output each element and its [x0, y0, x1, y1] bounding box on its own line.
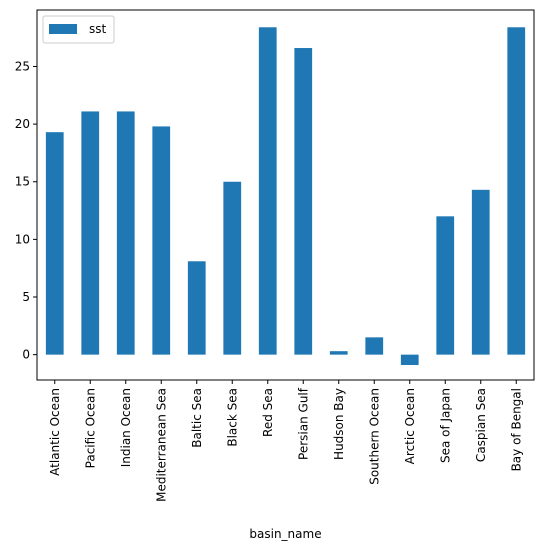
bar: [507, 27, 526, 355]
x-tick-label: Persian Gulf: [296, 387, 310, 460]
bar: [223, 181, 242, 355]
x-tick-label: Indian Ocean: [119, 388, 133, 467]
y-tick-label: 5: [22, 290, 30, 304]
y-tick-label: 25: [15, 59, 30, 73]
x-tick-label: Baltic Sea: [190, 388, 204, 448]
x-tick-label: Red Sea: [261, 388, 275, 437]
x-tick-label: Sea of Japan: [438, 388, 452, 463]
plot-frame: [36, 9, 535, 381]
x-tick-label: Pacific Ocean: [83, 388, 97, 468]
bar: [294, 48, 313, 355]
y-tick-label: 15: [15, 175, 30, 189]
bar: [152, 126, 171, 355]
y-tick-label: 10: [15, 232, 30, 246]
x-tick-label: Arctic Ocean: [403, 388, 417, 464]
legend: sst: [42, 15, 115, 44]
bar: [258, 27, 277, 355]
y-tick-label: 20: [15, 117, 30, 131]
bar: [365, 337, 384, 355]
x-tick-label: Bay of Bengal: [509, 388, 523, 471]
x-tick-label: Atlantic Ocean: [48, 388, 62, 476]
bar: [81, 111, 100, 355]
x-tick-label: Mediterranean Sea: [154, 388, 168, 502]
y-axis: 0 5 10 15 20 25: [15, 59, 37, 362]
x-tick-label: Hudson Bay: [332, 388, 346, 460]
bars-layer: [45, 27, 526, 366]
legend-swatch: [49, 24, 77, 34]
bar: [116, 111, 135, 355]
x-tick-label: Caspian Sea: [474, 388, 488, 462]
x-tick-label: Black Sea: [225, 388, 239, 447]
bar: [329, 351, 348, 355]
bar: [45, 132, 64, 355]
x-axis-label: basin_name: [249, 527, 321, 541]
bar: [436, 216, 455, 355]
legend-label: sst: [89, 22, 107, 36]
bar: [400, 354, 419, 366]
x-axis: Atlantic Ocean Pacific Ocean Indian Ocean M…: [48, 380, 523, 502]
bar: [187, 261, 206, 355]
bar: [471, 189, 490, 355]
legend-box: [42, 15, 115, 44]
y-tick-label: 0: [22, 348, 30, 362]
x-tick-label: Southern Ocean: [367, 388, 381, 485]
